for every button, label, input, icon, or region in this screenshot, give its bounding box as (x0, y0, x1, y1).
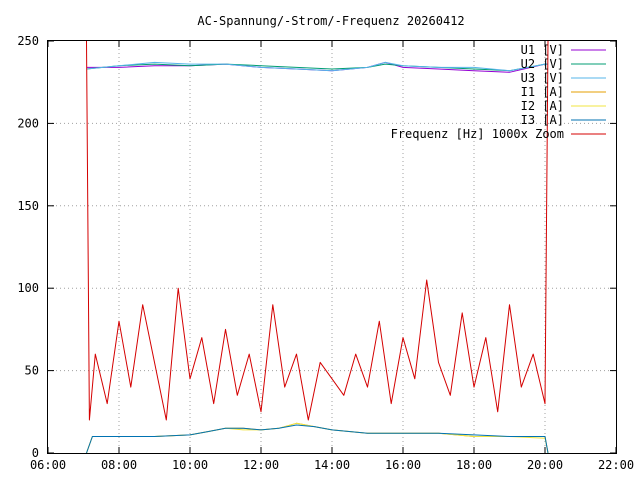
x-tick-label: 18:00 (456, 458, 492, 472)
x-tick-label: 06:00 (30, 458, 66, 472)
legend-label-3: U3 [V] (521, 71, 564, 85)
y-tick-label: 50 (25, 364, 39, 378)
legend-label-2: U2 [V] (521, 57, 564, 71)
legend-label-7: Frequenz [Hz] 1000x Zoom (391, 127, 564, 141)
x-tick-label: 16:00 (385, 458, 421, 472)
x-tick-label: 22:00 (598, 458, 634, 472)
x-tick-label: 10:00 (172, 458, 208, 472)
y-tick-label: 250 (17, 34, 39, 48)
y-tick-label: 150 (17, 199, 39, 213)
x-tick-label: 08:00 (101, 458, 137, 472)
series-line-3 (86, 61, 548, 72)
legend-label-6: I3 [A] (521, 113, 564, 127)
series-line-6 (86, 424, 549, 454)
plot-frame (47, 40, 617, 454)
x-tick-label: 14:00 (314, 458, 350, 472)
chart-axes: 06:00 08:00 10:00 12:00 14:00 16:00 18:00 20:00… (17, 34, 634, 472)
series-layer (86, 40, 549, 454)
legend-label-5: I2 [A] (521, 99, 564, 113)
series-line-5 (86, 422, 549, 454)
series-line-7 (86, 40, 549, 421)
legend-label-4: I1 [A] (521, 85, 564, 99)
chart-grid (48, 41, 616, 453)
legend-label-1: U1 [V] (521, 43, 564, 57)
y-tick-label: 100 (17, 281, 39, 295)
x-tick-label: 20:00 (527, 458, 563, 472)
series-line-4 (86, 422, 549, 454)
chart-legend: U1 [V]U2 [V]U3 [V]I1 [A]I2 [A]I3 [A]Freq… (391, 43, 606, 141)
chart-title: AC-Spannung/-Strom/-Frequenz 20260412 (197, 14, 464, 28)
y-tick-label: 0 (32, 446, 39, 460)
y-tick-label: 200 (17, 116, 39, 130)
x-tick-label: 12:00 (243, 458, 279, 472)
series-line-2 (86, 63, 548, 72)
